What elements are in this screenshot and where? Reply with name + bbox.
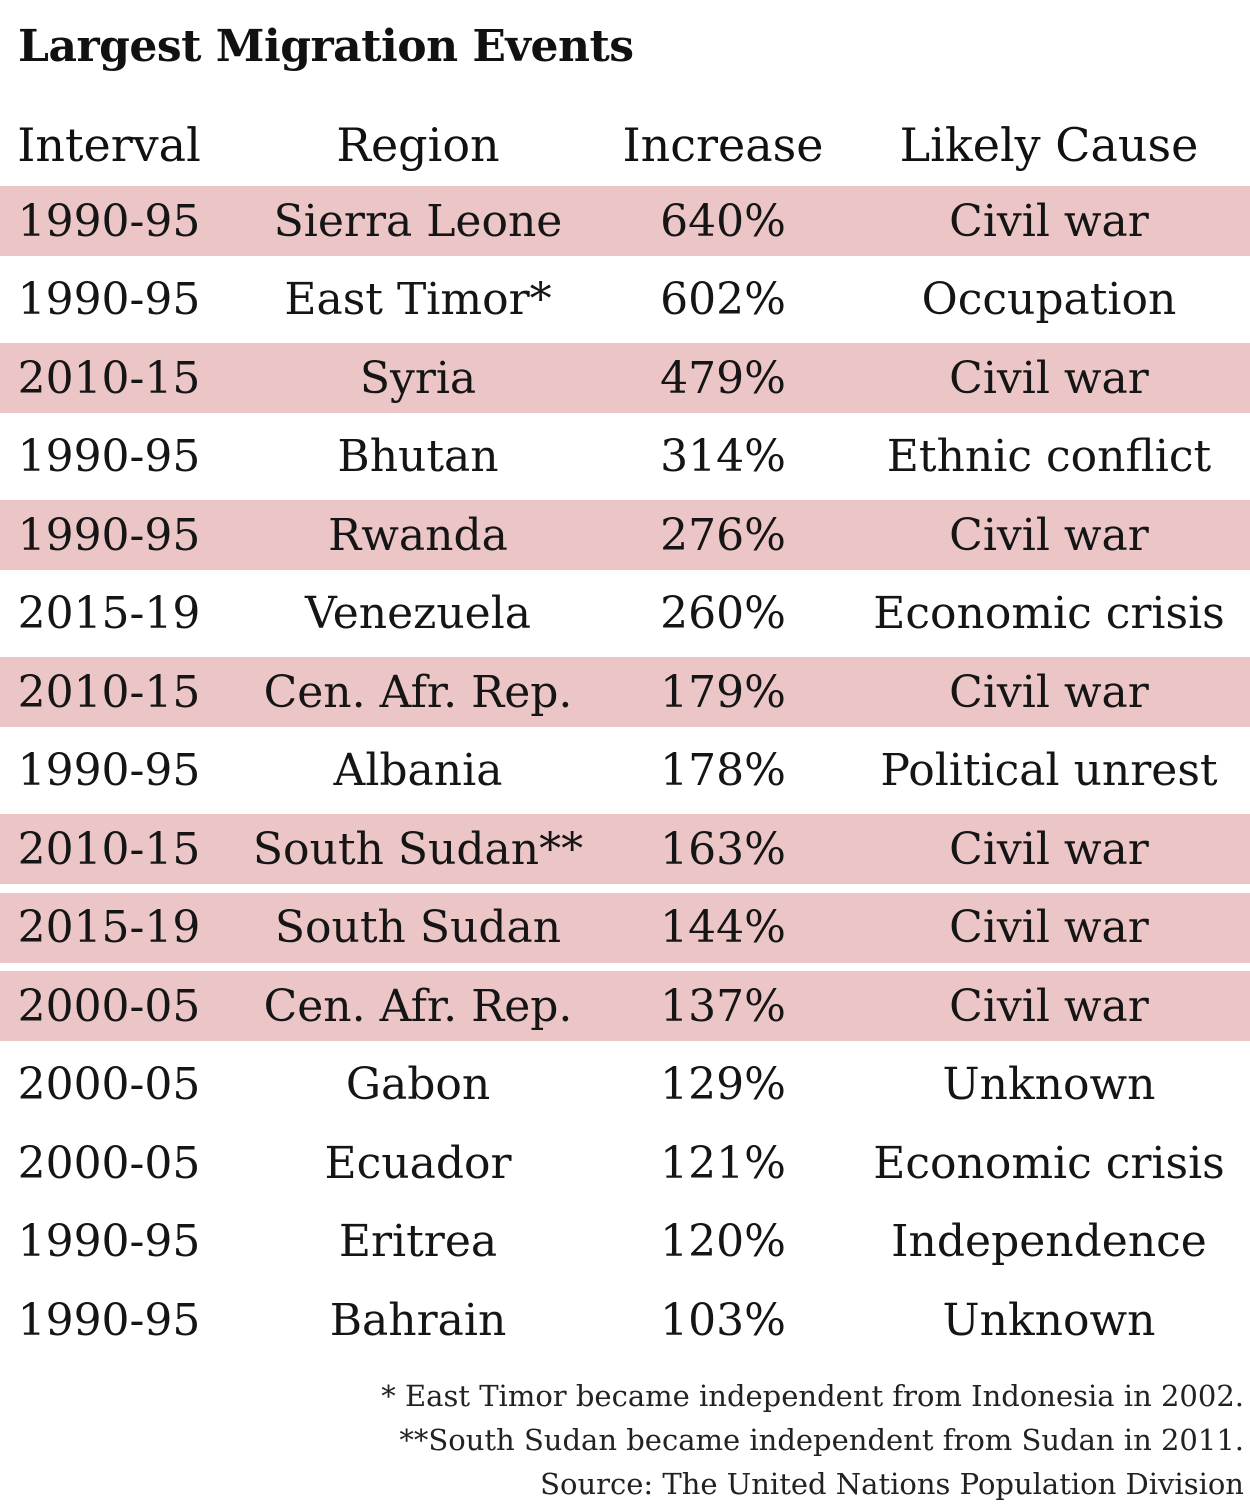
cell-region: Gabon [345, 1059, 491, 1110]
table-row: 2015-19 South Sudan 144% Civil war [0, 892, 1250, 963]
cell-increase: 479% [660, 352, 786, 404]
cell-region: Syria [359, 352, 477, 404]
cell-interval: 2010-15 [17, 666, 201, 718]
cell-increase: 144% [660, 902, 786, 953]
cell-interval: 2000-05 [17, 1137, 201, 1189]
cell-interval: 1990-95 [17, 1216, 201, 1267]
cell-likely-cause: Economic crisis [873, 588, 1225, 639]
cell-increase: 163% [660, 823, 786, 875]
cell-increase: 103% [660, 1294, 786, 1346]
cell-interval: 2010-15 [17, 823, 201, 875]
table-row: 2015-19 Venezuela 260% Economic crisis [0, 579, 1250, 649]
chart-title: Largest Migration Events [18, 21, 634, 72]
cell-region: Bhutan [337, 431, 499, 482]
cell-likely-cause: Civil war [949, 902, 1149, 953]
cell-likely-cause: Independence [891, 1216, 1207, 1267]
table-row: 2010-15 South Sudan** 163% Civil war [0, 814, 1250, 884]
table-row: 1990-95 East Timor* 602% Occupation [0, 265, 1250, 335]
cell-increase: 129% [660, 1059, 786, 1110]
cell-increase: 260% [660, 588, 786, 639]
table-header: Interval Region Increase Likely Cause [0, 112, 1250, 178]
cell-increase: 314% [660, 431, 786, 482]
cell-region: Cen. Afr. Rep. [263, 666, 573, 718]
cell-interval: 2015-19 [17, 902, 201, 953]
cell-interval: 2000-05 [17, 980, 201, 1032]
cell-region: Ecuador [324, 1137, 512, 1189]
cell-region: Cen. Afr. Rep. [263, 980, 573, 1032]
table-row: 2010-15 Cen. Afr. Rep. 179% Civil war [0, 657, 1250, 727]
cell-increase: 120% [660, 1216, 786, 1267]
cell-likely-cause: Occupation [921, 274, 1177, 325]
source-note: Source: The United Nations Population Di… [540, 1467, 1244, 1501]
cell-increase: 602% [660, 274, 786, 325]
table-row: 1990-95 Bhutan 314% Ethnic conflict [0, 422, 1250, 492]
cell-region: South Sudan** [252, 823, 584, 875]
cell-likely-cause: Civil war [949, 195, 1149, 247]
cell-region: Albania [333, 745, 503, 796]
cell-likely-cause: Civil war [949, 509, 1149, 561]
cell-interval: 1990-95 [17, 195, 201, 247]
cell-likely-cause: Ethnic conflict [886, 431, 1212, 482]
table-row: 1990-95 Eritrea 120% Independence [0, 1207, 1250, 1277]
table-row: 1990-95 Bahrain 103% Unknown [0, 1285, 1250, 1355]
cell-interval: 1990-95 [17, 274, 201, 325]
cell-region: Eritrea [338, 1216, 498, 1267]
cell-likely-cause: Political unrest [880, 745, 1218, 796]
cell-increase: 121% [660, 1137, 786, 1189]
cell-likely-cause: Civil war [949, 352, 1149, 404]
header-region: Region [336, 118, 500, 172]
cell-increase: 640% [660, 195, 786, 247]
cell-interval: 1990-95 [17, 431, 201, 482]
footnote-south-sudan: **South Sudan became independent from Su… [399, 1423, 1244, 1457]
cell-interval: 2010-15 [17, 352, 201, 404]
footnotes: * East Timor became independent from Ind… [381, 1374, 1244, 1506]
cell-increase: 137% [660, 980, 786, 1032]
table-row: 1990-95 Rwanda 276% Civil war [0, 500, 1250, 570]
cell-increase: 179% [660, 666, 786, 718]
cell-interval: 2015-19 [17, 588, 201, 639]
table-body: 1990-95 Sierra Leone 640% Civil war 1990-95 E… [0, 186, 1250, 1364]
cell-interval: 1990-95 [17, 509, 201, 561]
cell-likely-cause: Civil war [949, 980, 1149, 1032]
cell-region: Rwanda [328, 509, 508, 561]
footnote-east-timor: * East Timor became independent from Ind… [381, 1379, 1244, 1413]
cell-interval: 1990-95 [17, 1294, 201, 1346]
cell-likely-cause: Civil war [949, 666, 1149, 718]
table-row: 2000-05 Cen. Afr. Rep. 137% Civil war [0, 971, 1250, 1041]
table-row: 2000-05 Ecuador 121% Economic crisis [0, 1128, 1250, 1198]
header-likely-cause: Likely Cause [899, 118, 1199, 172]
table-row: 2010-15 Syria 479% Civil war [0, 343, 1250, 413]
cell-increase: 178% [660, 745, 786, 796]
cell-likely-cause: Unknown [942, 1059, 1156, 1110]
cell-likely-cause: Unknown [942, 1294, 1156, 1346]
cell-likely-cause: Economic crisis [873, 1137, 1225, 1189]
header-increase: Increase [622, 118, 824, 172]
table-row: 2000-05 Gabon 129% Unknown [0, 1050, 1250, 1120]
cell-region: East Timor* [284, 274, 552, 325]
table-row: 1990-95 Albania 178% Political unrest [0, 736, 1250, 806]
cell-interval: 1990-95 [17, 745, 201, 796]
cell-region: South Sudan [274, 902, 562, 953]
cell-increase: 276% [660, 509, 786, 561]
cell-region: Bahrain [329, 1294, 507, 1346]
header-interval: Interval [17, 118, 201, 172]
table-row: 1990-95 Sierra Leone 640% Civil war [0, 186, 1250, 256]
cell-likely-cause: Civil war [949, 823, 1149, 875]
cell-region: Venezuela [304, 588, 531, 639]
cell-region: Sierra Leone [273, 195, 563, 247]
cell-interval: 2000-05 [17, 1059, 201, 1110]
